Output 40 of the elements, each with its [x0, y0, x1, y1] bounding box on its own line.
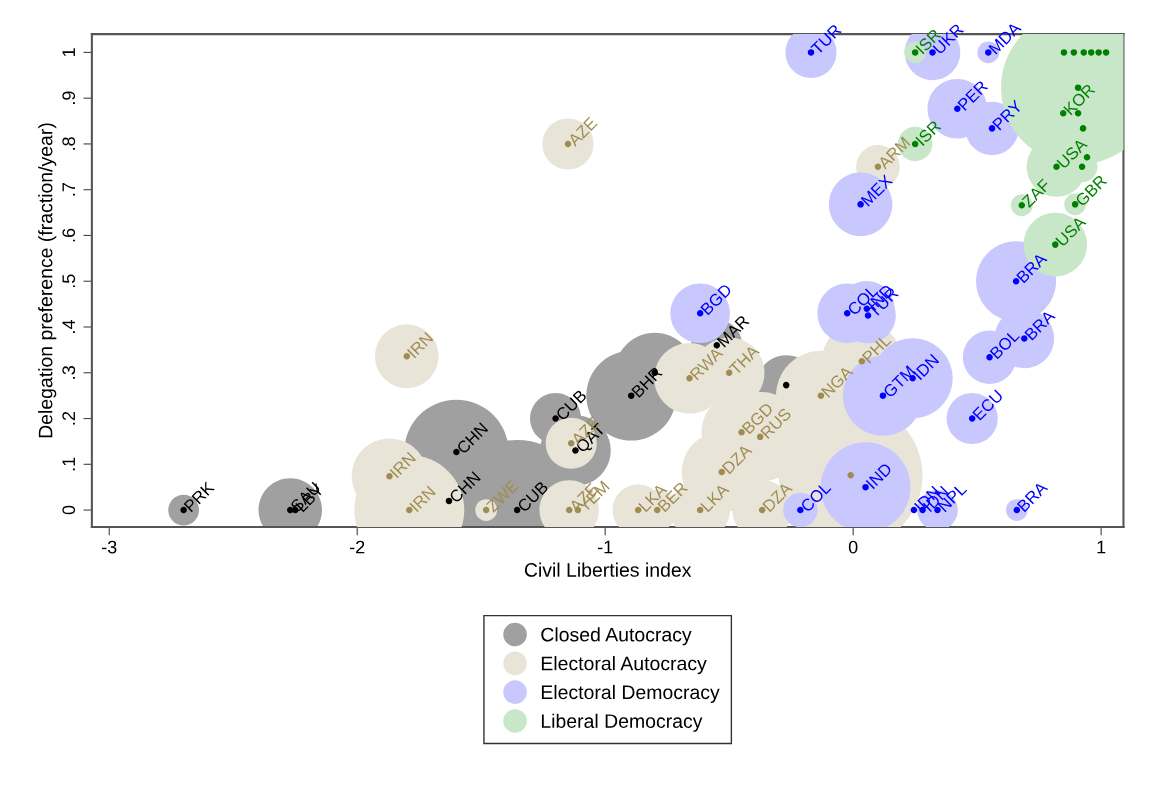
- x-tick-label: -2: [349, 540, 365, 554]
- legend-label: Electoral Democracy: [541, 684, 720, 703]
- legend-label: Closed Autocracy: [541, 627, 692, 646]
- annotation: BRA: [1016, 480, 1049, 513]
- annotation: IRN: [409, 485, 436, 513]
- y-axis-title: Delegation preference (fraction/year): [38, 123, 57, 438]
- y-tick-label: 1: [62, 48, 75, 57]
- annotation: IDN: [912, 353, 940, 381]
- annotation: TUR: [810, 23, 843, 56]
- x-tick-label: 1: [1097, 540, 1106, 554]
- legend-label: Electoral Autocracy: [541, 656, 707, 675]
- y-tick-label: .2: [62, 411, 75, 425]
- annotation: DZA: [721, 443, 753, 475]
- y-tick-label: .3: [62, 366, 76, 379]
- annotation: BRA: [1016, 251, 1048, 284]
- legend-label: Liberal Democracy: [541, 713, 703, 732]
- y-tick-label: .6: [62, 228, 76, 242]
- x-tick-label: -3: [102, 540, 117, 554]
- annotation: DZA: [762, 481, 793, 513]
- y-tick-label: .1: [62, 457, 75, 471]
- annotation: USA: [1055, 215, 1087, 247]
- y-tick-label: .7: [62, 183, 75, 196]
- x-tick-label: -1: [597, 540, 613, 554]
- y-tick-label: .9: [62, 91, 76, 105]
- annotation: ISR: [915, 119, 942, 147]
- annotation: IRN: [389, 451, 416, 479]
- x-tick-label: 0: [848, 540, 858, 554]
- annotation: BOL: [989, 328, 1021, 360]
- annotation: USA: [1056, 137, 1089, 170]
- annotation: IND: [865, 462, 893, 490]
- annotation: LKA: [700, 482, 730, 513]
- y-tick-label: 0: [62, 505, 76, 515]
- x-axis-title: Civil Liberties index: [524, 562, 692, 577]
- y-tick-label: .5: [62, 274, 76, 288]
- y-tick-label: .8: [62, 137, 76, 150]
- y-tick-label: .4: [62, 320, 75, 333]
- annotation: COL: [799, 481, 832, 513]
- annotation: THA: [728, 344, 760, 376]
- annotation: PHL: [861, 333, 892, 364]
- annotation: IRN: [407, 331, 434, 359]
